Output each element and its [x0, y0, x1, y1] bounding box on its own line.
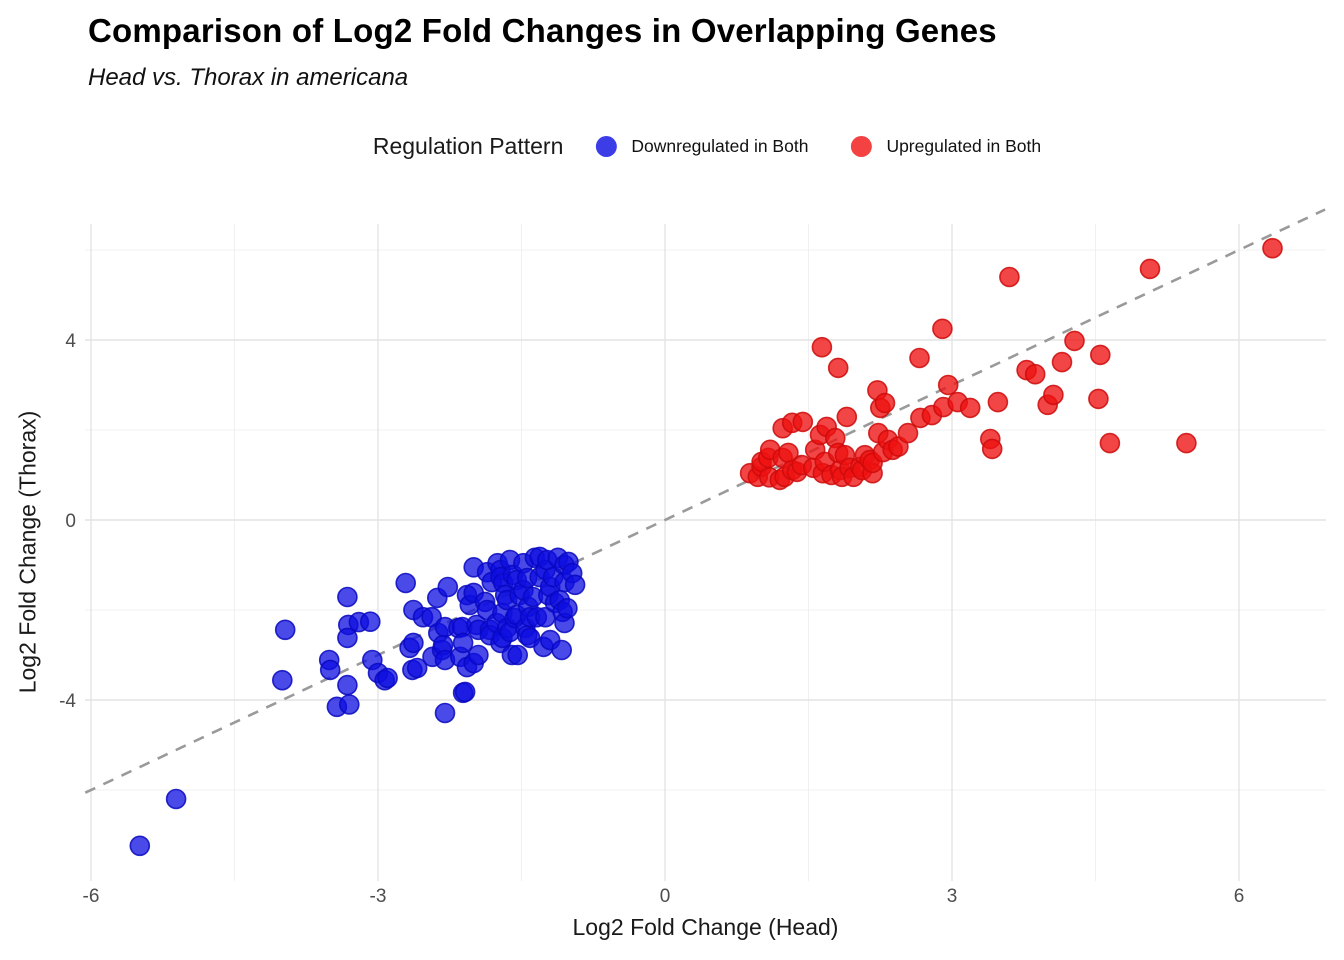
x-tick-label: 6 — [1234, 886, 1245, 907]
scatter-point — [959, 397, 981, 419]
scatter-point — [1139, 258, 1161, 280]
scatter-point — [1051, 351, 1073, 373]
scatter-point — [319, 659, 341, 681]
scatter-point — [337, 586, 358, 608]
x-tick-label: 0 — [660, 886, 671, 907]
scatter-point — [454, 681, 476, 703]
legend-label-downregulated: Downregulated in Both — [631, 136, 809, 156]
scatter-point — [437, 576, 459, 598]
scatter-point — [377, 667, 398, 689]
scatter-point — [468, 644, 489, 666]
scatter-point — [452, 632, 474, 654]
scatter-point — [406, 657, 428, 679]
x-axis-title: Log2 Fold Change (Head) — [572, 914, 839, 940]
series-downregulated — [129, 546, 586, 857]
scatter-point — [987, 391, 1009, 413]
upregulated-dot-icon — [850, 136, 872, 157]
legend-item-downregulated: Downregulated in Both — [595, 136, 808, 157]
legend-label-upregulated: Upregulated in Both — [886, 136, 1042, 156]
scatter-point — [1024, 363, 1046, 385]
scatter-point — [1099, 432, 1121, 454]
x-tick-labels: -6 -3 0 3 6 — [83, 886, 1245, 907]
scatter-point — [874, 392, 896, 414]
y-tick-label: 0 — [65, 511, 76, 532]
scatter-point — [827, 357, 849, 379]
scatter-point — [271, 669, 293, 691]
y-tick-label: 4 — [65, 331, 76, 352]
scatter-point — [999, 266, 1020, 288]
scatter-point — [507, 644, 529, 666]
scatter-point — [811, 336, 833, 358]
x-tick-label: -6 — [83, 886, 100, 907]
gridlines-minor — [85, 224, 1326, 881]
scatter-point — [937, 374, 959, 396]
scatter-point — [551, 639, 573, 661]
x-tick-label: -3 — [370, 886, 387, 907]
scatter-point — [434, 702, 456, 724]
scatter-point — [165, 788, 187, 810]
legend-item-upregulated: Upregulated in Both — [850, 136, 1041, 157]
scatter-point — [932, 318, 953, 340]
scatter-point — [1262, 237, 1283, 259]
scatter-point — [792, 411, 814, 433]
legend: Regulation Pattern Downregulated in Both… — [373, 133, 1041, 160]
legend-title: Regulation Pattern — [372, 133, 564, 159]
scatter-point — [359, 611, 381, 633]
scatter-point — [981, 438, 1003, 460]
chart-subtitle: Head vs. Thorax in americana — [88, 64, 409, 91]
scatter-point — [337, 674, 358, 696]
downregulated-dot-icon — [595, 136, 617, 157]
scatter-point — [129, 835, 151, 857]
scatter-point — [564, 574, 586, 596]
y-tick-label: -4 — [59, 691, 76, 712]
identity-reference-line — [84, 208, 1326, 794]
series-upregulated — [739, 237, 1283, 491]
scatter-point — [1088, 388, 1109, 410]
gridlines-major — [85, 224, 1326, 881]
scatter-point — [337, 627, 358, 649]
scatter-point — [1176, 432, 1197, 454]
scatter-point — [836, 406, 858, 428]
scatter-point — [395, 572, 417, 594]
scatter-point — [1064, 330, 1085, 352]
y-axis-title: Log2 Fold Change (Thorax) — [14, 410, 41, 694]
scatter-point — [338, 694, 360, 715]
y-tick-labels: -4 0 4 — [59, 331, 76, 712]
scatter-point — [274, 619, 296, 641]
scatter-point — [557, 597, 578, 619]
scatter-point — [403, 632, 424, 654]
x-tick-label: 3 — [947, 886, 958, 907]
scatter-point — [1090, 344, 1111, 366]
scatter-point — [1043, 384, 1064, 406]
scatter-point — [897, 422, 919, 444]
chart-title: Comparison of Log2 Fold Changes in Overl… — [88, 12, 997, 49]
scatter-point — [909, 347, 930, 369]
